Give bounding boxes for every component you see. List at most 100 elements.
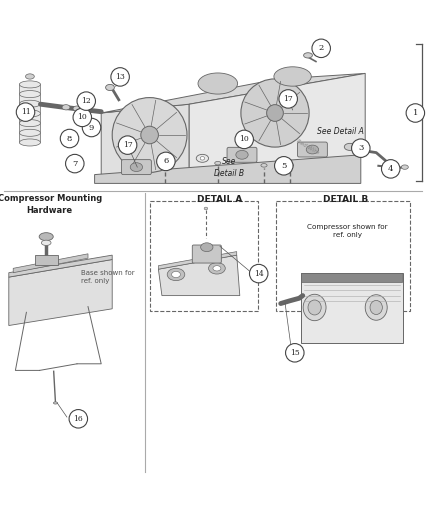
FancyBboxPatch shape: [301, 273, 403, 343]
Ellipse shape: [304, 53, 312, 58]
Ellipse shape: [274, 67, 312, 86]
FancyBboxPatch shape: [276, 201, 410, 311]
Text: 16: 16: [73, 415, 83, 423]
Ellipse shape: [19, 139, 40, 146]
Polygon shape: [9, 260, 112, 326]
FancyBboxPatch shape: [150, 201, 258, 311]
Text: Compressor shown for
ref. only: Compressor shown for ref. only: [307, 224, 388, 238]
Text: 13: 13: [115, 73, 125, 81]
Polygon shape: [158, 251, 237, 269]
Ellipse shape: [365, 295, 387, 320]
Ellipse shape: [162, 161, 168, 165]
Ellipse shape: [130, 163, 143, 172]
Ellipse shape: [215, 161, 221, 165]
Ellipse shape: [308, 300, 321, 315]
Ellipse shape: [370, 301, 382, 314]
Circle shape: [82, 118, 101, 137]
Text: 1: 1: [413, 109, 418, 117]
Text: 9: 9: [89, 123, 94, 132]
Ellipse shape: [261, 164, 267, 167]
Ellipse shape: [19, 129, 40, 136]
Polygon shape: [13, 254, 88, 273]
Circle shape: [66, 154, 84, 173]
Polygon shape: [95, 155, 361, 183]
Ellipse shape: [345, 143, 356, 151]
Ellipse shape: [213, 266, 221, 271]
Ellipse shape: [141, 126, 158, 144]
Ellipse shape: [73, 106, 81, 111]
Circle shape: [381, 160, 400, 178]
Ellipse shape: [19, 110, 40, 117]
Circle shape: [77, 92, 95, 111]
Text: Red Wire: Red Wire: [296, 139, 320, 156]
Circle shape: [249, 264, 268, 283]
Text: 17: 17: [283, 95, 293, 103]
Circle shape: [60, 129, 79, 148]
Text: 7: 7: [72, 160, 77, 167]
Ellipse shape: [19, 100, 40, 108]
Ellipse shape: [106, 84, 114, 91]
Text: 14: 14: [254, 270, 264, 278]
Text: 12: 12: [81, 97, 91, 105]
Text: 5: 5: [281, 162, 286, 170]
Circle shape: [279, 90, 297, 108]
Circle shape: [111, 68, 129, 86]
FancyBboxPatch shape: [297, 142, 327, 157]
Ellipse shape: [401, 165, 408, 169]
Polygon shape: [9, 255, 112, 277]
Ellipse shape: [196, 154, 209, 162]
Text: 2: 2: [319, 45, 324, 52]
Ellipse shape: [159, 156, 171, 164]
Ellipse shape: [54, 402, 57, 404]
Ellipse shape: [172, 271, 180, 278]
Text: Base shown for
ref. only: Base shown for ref. only: [81, 270, 135, 284]
Circle shape: [352, 139, 370, 158]
Text: DETAIL A: DETAIL A: [197, 195, 243, 204]
Ellipse shape: [39, 232, 53, 241]
FancyBboxPatch shape: [121, 160, 151, 175]
Ellipse shape: [200, 157, 205, 160]
Ellipse shape: [19, 81, 40, 88]
FancyBboxPatch shape: [35, 254, 58, 265]
Ellipse shape: [209, 263, 225, 274]
Text: 6: 6: [163, 157, 169, 165]
Polygon shape: [189, 73, 365, 175]
Text: 17: 17: [123, 141, 132, 149]
Text: 4: 4: [388, 165, 393, 173]
Circle shape: [275, 157, 293, 175]
Circle shape: [157, 152, 175, 170]
Circle shape: [235, 130, 253, 148]
Text: 10: 10: [239, 135, 249, 143]
Ellipse shape: [41, 240, 51, 245]
Ellipse shape: [112, 98, 187, 173]
Ellipse shape: [167, 268, 185, 281]
Circle shape: [16, 103, 35, 121]
Circle shape: [286, 344, 304, 362]
Ellipse shape: [198, 73, 238, 94]
Ellipse shape: [287, 164, 293, 167]
Text: DETAIL B: DETAIL B: [323, 195, 368, 204]
Circle shape: [118, 136, 137, 154]
Ellipse shape: [267, 104, 283, 121]
FancyBboxPatch shape: [301, 273, 402, 282]
Ellipse shape: [303, 294, 326, 321]
Polygon shape: [101, 104, 189, 175]
Ellipse shape: [201, 243, 213, 251]
Ellipse shape: [26, 74, 34, 79]
Text: 3: 3: [358, 144, 363, 152]
Ellipse shape: [163, 158, 167, 162]
Ellipse shape: [62, 104, 70, 110]
Ellipse shape: [241, 79, 309, 147]
FancyBboxPatch shape: [227, 147, 257, 162]
Ellipse shape: [19, 120, 40, 126]
Text: 15: 15: [290, 349, 300, 357]
FancyBboxPatch shape: [192, 245, 221, 263]
Circle shape: [406, 104, 425, 122]
Polygon shape: [158, 255, 240, 295]
Polygon shape: [19, 84, 40, 142]
Text: 11: 11: [21, 108, 30, 116]
Circle shape: [73, 108, 92, 126]
Text: See Detail A: See Detail A: [317, 127, 364, 136]
Ellipse shape: [204, 207, 208, 210]
Ellipse shape: [19, 91, 40, 98]
